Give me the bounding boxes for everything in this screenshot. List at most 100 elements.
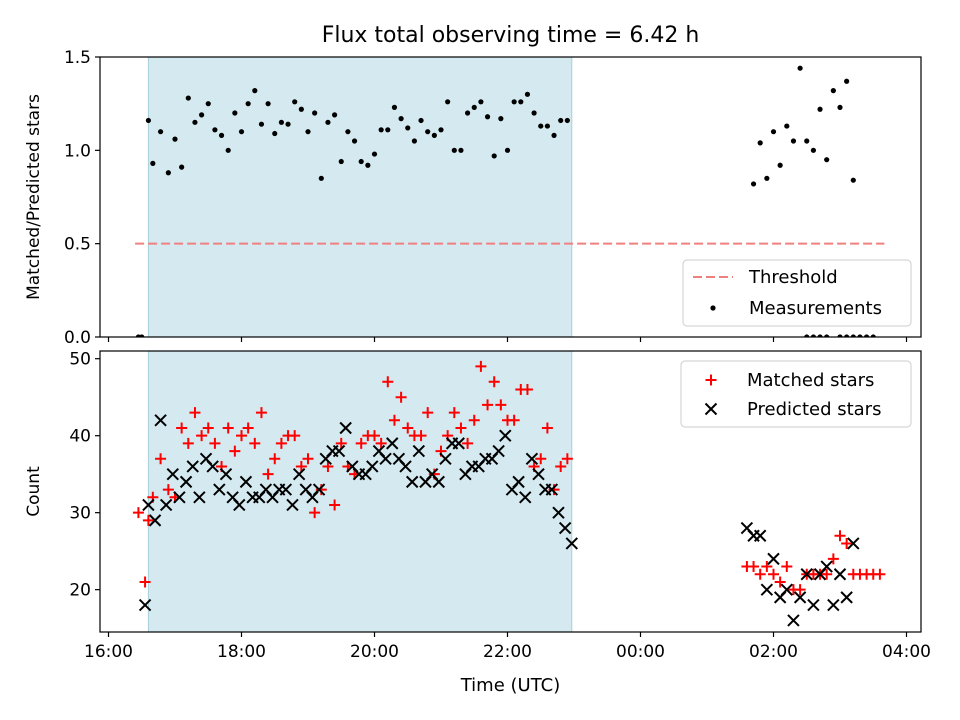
plot-area	[135, 65, 885, 337]
measurement-point	[345, 129, 351, 135]
predicted-star-point	[452, 437, 465, 450]
legend-predicted-label: Predicted stars	[747, 399, 881, 420]
predicted-star-point	[439, 452, 452, 465]
legend-threshold-label: Threshold	[748, 267, 838, 288]
predicted-star-point	[525, 452, 539, 465]
measurement-point	[824, 157, 830, 163]
measurement-point	[405, 125, 411, 131]
matched-star-point	[834, 530, 846, 542]
x-tick-label: 20:00	[350, 642, 399, 662]
predicted-star-point	[800, 568, 813, 581]
measurement-point	[258, 121, 265, 127]
measurement-point	[245, 101, 251, 107]
legend-measurements-label: Measurements	[749, 298, 882, 319]
measurement-point	[564, 117, 570, 124]
matched-star-point	[182, 437, 194, 449]
measurement-point	[365, 162, 371, 168]
measurement-point	[551, 132, 557, 138]
y-tick-label: 40	[69, 427, 91, 447]
predicted-star-point	[512, 475, 525, 489]
measurement-point	[218, 132, 225, 138]
measurement-point	[750, 181, 757, 187]
predicted-star-point	[412, 444, 426, 458]
legend-bottom: Matched stars Predicted stars	[680, 360, 912, 428]
predicted-star-point	[142, 498, 155, 512]
measurement-point	[498, 116, 504, 122]
measurement-point	[172, 136, 178, 142]
predicted-star-point	[492, 444, 505, 458]
y-tick-label: 0.0	[64, 328, 91, 348]
measurement-point	[238, 129, 245, 135]
matched-star-point	[229, 445, 241, 457]
matched-star-point	[541, 422, 553, 434]
matched-star-point	[142, 514, 154, 526]
measurement-point	[139, 334, 145, 337]
legend-box	[680, 360, 912, 428]
predicted-star-point	[339, 421, 352, 435]
predicted-star-point	[558, 521, 572, 535]
measurement-point	[431, 132, 437, 138]
matched-star-point	[841, 537, 853, 549]
measurement-point	[797, 65, 803, 71]
matched-star-point	[781, 561, 793, 573]
matched-star-point	[475, 360, 487, 372]
measurement-point	[870, 334, 876, 337]
measurement-point	[225, 147, 231, 153]
measurement-point	[157, 129, 164, 135]
top-panel: 0.0 0.5 1.0 1.5 Matched/Predicted stars Thres…	[24, 48, 922, 348]
measurement-point	[391, 104, 398, 110]
predicted-star-point	[787, 614, 800, 627]
matched-star-point	[236, 430, 247, 442]
matched-star-point	[355, 437, 367, 449]
measurement-point	[524, 91, 531, 97]
predicted-star-point	[138, 598, 152, 612]
predicted-star-point	[286, 498, 299, 512]
predicted-star-point	[827, 598, 840, 612]
measurement-point	[830, 88, 836, 94]
matched-star-point	[329, 499, 341, 511]
matched-star-point	[774, 576, 786, 588]
measurement-point	[864, 334, 870, 337]
matched-star-point	[155, 453, 167, 465]
predicted-star-point	[193, 491, 206, 504]
predicted-star-point	[552, 506, 565, 519]
matched-star-point	[289, 430, 301, 442]
matched-star-point	[202, 422, 214, 434]
matched-star-point	[255, 407, 267, 419]
measurement-point	[458, 147, 464, 153]
measurement-point	[292, 99, 298, 105]
matched-star-point	[794, 584, 806, 596]
matched-star-point	[761, 561, 773, 573]
predicted-star-point	[833, 568, 847, 581]
measurement-point	[385, 127, 391, 133]
predicted-star-point	[379, 452, 392, 465]
measurement-point	[777, 162, 783, 168]
measurement-point	[265, 101, 271, 107]
measurement-point	[504, 147, 511, 153]
matched-star-point	[468, 414, 480, 426]
measurement-point	[817, 106, 823, 112]
measurement-point	[844, 78, 850, 84]
measurement-point	[538, 123, 544, 129]
x-tick-label: 00:00	[616, 642, 665, 662]
predicted-star-point	[753, 529, 767, 542]
matched-star-point	[748, 561, 760, 573]
predicted-star-point	[166, 467, 179, 481]
y-tick-label: 1.5	[64, 48, 91, 68]
measurement-point	[451, 147, 457, 153]
predicted-star-point	[239, 475, 253, 489]
matched-star-point	[821, 568, 833, 580]
measurement-point	[837, 334, 843, 337]
matched-star-point	[369, 430, 380, 442]
measurement-point	[398, 116, 404, 122]
predicted-star-point	[847, 537, 860, 550]
matched-star-point	[754, 568, 766, 580]
legend-measurement-swatch	[710, 305, 716, 311]
matched-star-point	[535, 453, 547, 465]
legend-predicted-swatch	[704, 402, 718, 416]
matched-star-point	[222, 422, 234, 434]
matched-star-point	[295, 460, 307, 472]
measurement-point	[810, 147, 817, 153]
matched-star-point	[521, 383, 533, 395]
